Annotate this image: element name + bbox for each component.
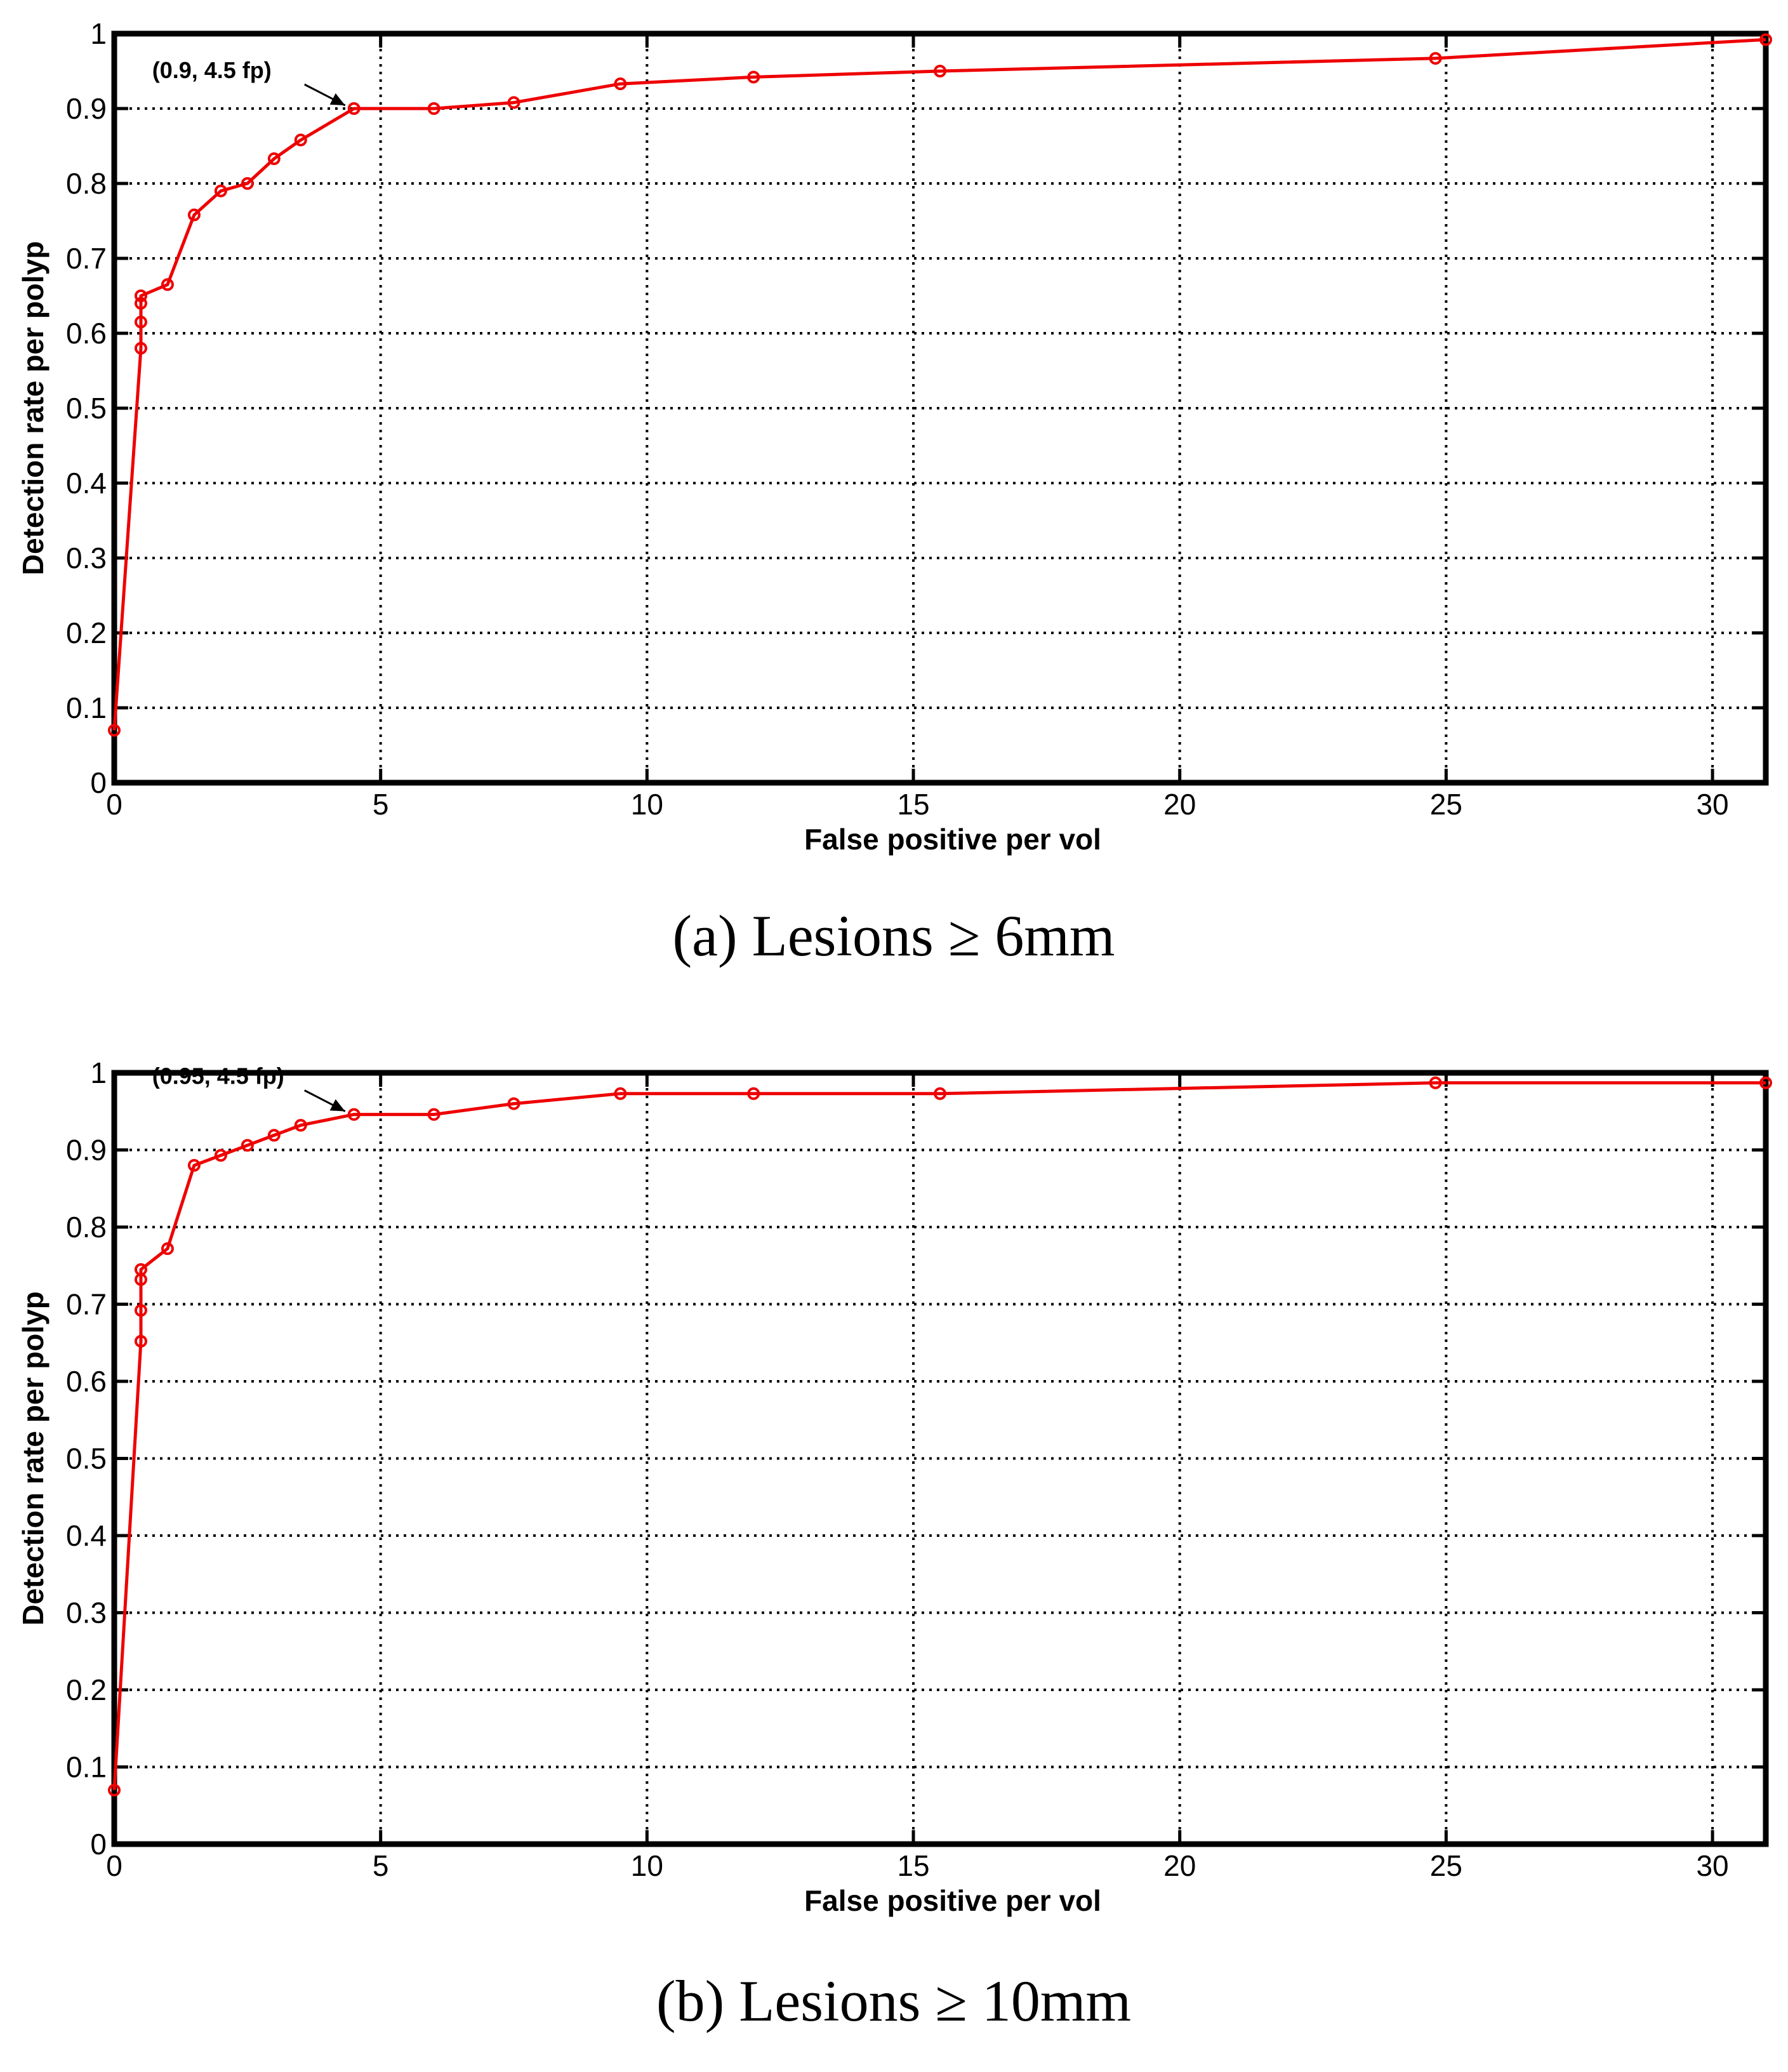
data-point	[934, 1087, 946, 1100]
annotation-arrowhead	[329, 1099, 345, 1112]
data-point	[187, 208, 201, 222]
y-tick-label: 0.1	[66, 1751, 107, 1784]
x-tick-label: 15	[897, 1849, 929, 1882]
y-tick-label: 0.9	[66, 92, 107, 125]
data-point	[1429, 51, 1442, 65]
data-point	[347, 102, 361, 115]
x-tick-label: 5	[373, 788, 389, 821]
data-point	[241, 177, 254, 190]
x-axis-label: False positive per vol	[804, 1884, 1101, 1917]
x-tick-label: 5	[373, 1849, 389, 1882]
data-point	[187, 1159, 201, 1172]
figure-caption: (a) Lesions ≥ 6mm	[673, 903, 1115, 968]
y-tick-label: 0	[90, 766, 107, 799]
data-point	[614, 1087, 627, 1100]
data-point	[241, 1139, 254, 1152]
y-tick-label: 0.4	[66, 467, 107, 500]
y-tick-label: 0.6	[66, 1365, 107, 1398]
x-tick-label: 20	[1163, 1849, 1196, 1882]
x-tick-label: 0	[106, 788, 123, 821]
data-point	[134, 1304, 147, 1317]
series-line	[112, 1081, 1766, 1791]
y-tick-label: 0.9	[66, 1134, 107, 1167]
y-tick-label: 0.8	[66, 167, 107, 200]
plot-frame	[111, 30, 1769, 786]
data-point	[108, 724, 121, 737]
y-tick-label: 0.7	[66, 242, 107, 275]
y-axis-label: Detection rate per polyp	[17, 1291, 50, 1626]
x-tick-label: 30	[1696, 1849, 1728, 1882]
data-point	[161, 1242, 174, 1256]
y-tick-label: 0.5	[66, 392, 107, 425]
chart-panel-a: 0 5 10 15 20 25 30 0 0.1 0.2 0.3 0.4 0.5 0.6 0.7 0.8 0.9…	[17, 17, 1772, 968]
y-tick-label: 1	[90, 1056, 107, 1089]
figure-caption: (b) Lesions ≥ 10mm	[656, 1969, 1131, 2033]
data-point	[427, 102, 440, 115]
data-point	[747, 70, 760, 84]
y-axis-label: Detection rate per polyp	[17, 241, 50, 576]
data-point	[214, 1149, 227, 1162]
data-point	[294, 133, 307, 147]
chart-panel-b: 0 5 10 15 20 25 30 0 0.1 0.2 0.3 0.4 0.5 0.6 0.7 0.8 0.9…	[17, 1056, 1772, 2033]
x-tick-label: 0	[106, 1849, 123, 1882]
data-point	[747, 1087, 760, 1100]
y-tick-label: 1	[90, 17, 107, 50]
data-point	[1759, 33, 1772, 46]
y-tick-label: 0.7	[66, 1288, 107, 1321]
annotation-arrowhead	[329, 93, 345, 105]
data-point	[267, 1129, 281, 1142]
y-tick-label: 0.3	[66, 541, 107, 574]
x-tick-label: 25	[1430, 1849, 1462, 1882]
data-point	[161, 278, 174, 291]
x-tick-label: 10	[631, 1849, 663, 1882]
data-point	[134, 296, 147, 310]
x-tick-label: 15	[897, 788, 929, 821]
data-point	[347, 1108, 361, 1121]
y-tick-label: 0.8	[66, 1211, 107, 1244]
annotation-label: (0.95, 4.5 fp)	[152, 1063, 284, 1089]
y-tick-label: 0.2	[66, 616, 107, 649]
data-point	[134, 1334, 147, 1348]
data-point	[108, 1783, 121, 1796]
data-point	[214, 184, 227, 197]
data-point	[134, 1263, 147, 1276]
data-point	[294, 1119, 307, 1132]
y-tick-label: 0.5	[66, 1442, 107, 1475]
y-tick-label: 0	[90, 1828, 107, 1861]
data-point	[134, 289, 147, 302]
x-axis-label: False positive per vol	[804, 823, 1101, 856]
x-tick-label: 25	[1430, 788, 1462, 821]
y-tick-label: 0.3	[66, 1597, 107, 1630]
y-tick-label: 0.4	[66, 1519, 107, 1552]
data-point	[507, 1097, 520, 1110]
data-point	[134, 315, 147, 329]
y-tick-label: 0.1	[66, 691, 107, 724]
series-line	[112, 37, 1766, 731]
data-point	[934, 65, 946, 77]
data-point	[267, 152, 281, 166]
annotation-label: (0.9, 4.5 fp)	[152, 57, 272, 83]
x-tick-label: 10	[631, 788, 663, 821]
plot-frame	[111, 1070, 1769, 1847]
data-point	[1429, 1076, 1442, 1089]
data-point	[1759, 1076, 1772, 1089]
y-tick-label: 0.6	[66, 317, 107, 350]
x-tick-label: 30	[1696, 788, 1728, 821]
y-tick-label: 0.2	[66, 1673, 107, 1706]
x-tick-label: 20	[1163, 788, 1196, 821]
data-point	[134, 342, 147, 355]
data-point	[614, 77, 627, 91]
data-point	[507, 96, 520, 109]
data-point	[427, 1108, 440, 1121]
